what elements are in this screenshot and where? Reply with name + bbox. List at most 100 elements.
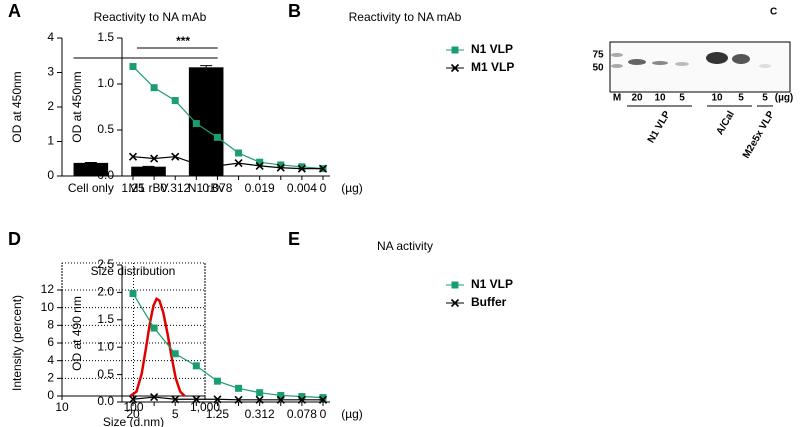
y-tick-label: 1.5: [97, 30, 114, 44]
series-line: [132, 293, 324, 399]
bar: [73, 162, 109, 176]
band: [628, 59, 646, 65]
lane-label: M: [613, 93, 621, 104]
marker: [276, 163, 285, 172]
marker: [213, 133, 221, 141]
lane-label: 5: [679, 93, 685, 104]
panel-letter: C: [770, 7, 777, 18]
band: [675, 62, 689, 66]
series-line: [132, 396, 323, 401]
x-tick-label: 0: [320, 407, 327, 421]
mw-marker: 50: [592, 63, 604, 74]
marker: [192, 395, 201, 404]
lane-label: 5: [738, 93, 744, 104]
marker: [450, 63, 460, 73]
marker: [192, 120, 200, 128]
significance-label: ***: [176, 34, 190, 48]
group-label: N1 VLP: [646, 109, 673, 145]
series-line: [132, 66, 324, 170]
marker: [213, 161, 222, 170]
marker: [150, 324, 158, 332]
marker: [318, 164, 328, 173]
marker: [234, 395, 243, 404]
y-tick-label: 0.0: [97, 168, 114, 182]
marker: [234, 159, 243, 168]
y-tick-label: 8: [47, 318, 54, 332]
error-bar: [200, 65, 213, 68]
marker: [171, 97, 179, 105]
marker: [318, 395, 328, 404]
marker: [150, 84, 158, 92]
y-tick-label: 2.0: [97, 285, 114, 299]
marker: [129, 289, 137, 297]
marker: [297, 395, 306, 404]
x-tick-label: 0: [320, 181, 327, 195]
marker: [451, 281, 459, 289]
marker: [213, 395, 222, 404]
y-tick-label: 0.0: [97, 394, 114, 408]
x-tick-label: N1 rBv: [188, 181, 225, 195]
y-axis-label: Intensity (percent): [10, 295, 24, 391]
marker: [298, 163, 306, 171]
marker: [255, 395, 264, 404]
marker: [129, 63, 137, 71]
band: [732, 54, 750, 64]
chart-title: NA activity: [377, 239, 433, 253]
group-label: M2e5x VLP: [741, 109, 777, 161]
y-axis-label: OD at 450nm: [10, 71, 24, 142]
marker: [150, 393, 159, 402]
y-axis-label: OD at 490 nm: [70, 296, 84, 371]
band: [652, 61, 668, 65]
x-axis-label: Size (d.nm): [103, 415, 164, 427]
y-tick-label: 4: [47, 30, 54, 44]
marker: [150, 154, 159, 163]
y-tick-label: 1.0: [97, 339, 114, 353]
band: [759, 64, 771, 68]
western-blot: C 75 50 M 20 10 5 10 5 5 (µg) N1 VLP A/C…: [592, 7, 793, 161]
band: [611, 53, 623, 57]
marker: [298, 393, 306, 401]
x-tick-label: 100: [123, 400, 143, 414]
chart-title: Size distribution: [91, 264, 176, 278]
lane-label: 10: [711, 93, 723, 104]
marker: [128, 395, 138, 404]
y-tick-label: 2: [47, 99, 54, 113]
marker: [319, 394, 327, 402]
x-tick-label: 1.25: [206, 407, 230, 421]
marker: [192, 159, 201, 169]
panel-letter: E: [288, 229, 300, 249]
lane-label: 5: [762, 93, 768, 104]
y-tick-label: 1: [47, 134, 54, 148]
x-unit: (µg): [341, 407, 363, 421]
y-tick-label: 12: [41, 282, 55, 296]
marker: [277, 391, 285, 399]
marker: [255, 161, 264, 170]
y-tick-label: 4: [47, 353, 54, 367]
x-tick-label: 10: [55, 400, 69, 414]
x-tick-label: 20: [126, 407, 140, 421]
x-tick-label: 0.078: [287, 407, 317, 421]
unit-label: (µg): [775, 93, 794, 104]
y-tick-label: 10: [41, 300, 55, 314]
y-tick-label: 1.5: [97, 312, 114, 326]
mw-marker: 75: [592, 50, 604, 61]
x-tick-label: 0.019: [245, 181, 275, 195]
y-tick-label: 2.5: [97, 257, 114, 271]
marker: [450, 298, 460, 308]
x-tick-label: 1,000: [190, 400, 220, 414]
x-tick-label: 0.312: [245, 407, 275, 421]
y-tick-label: 0: [47, 168, 54, 182]
x-tick-label: 0.004: [287, 181, 317, 195]
marker: [192, 362, 200, 370]
marker: [297, 164, 306, 173]
x-tick-label: M1 rBV: [128, 181, 168, 195]
panel-letter: A: [8, 1, 21, 21]
marker: [235, 149, 243, 157]
chart-title: Reactivity to NA mAb: [349, 10, 462, 24]
marker: [276, 395, 285, 404]
x-tick-label: 1.25: [121, 181, 145, 195]
y-tick-label: 6: [47, 335, 54, 349]
marker: [213, 377, 221, 385]
marker: [277, 161, 285, 169]
